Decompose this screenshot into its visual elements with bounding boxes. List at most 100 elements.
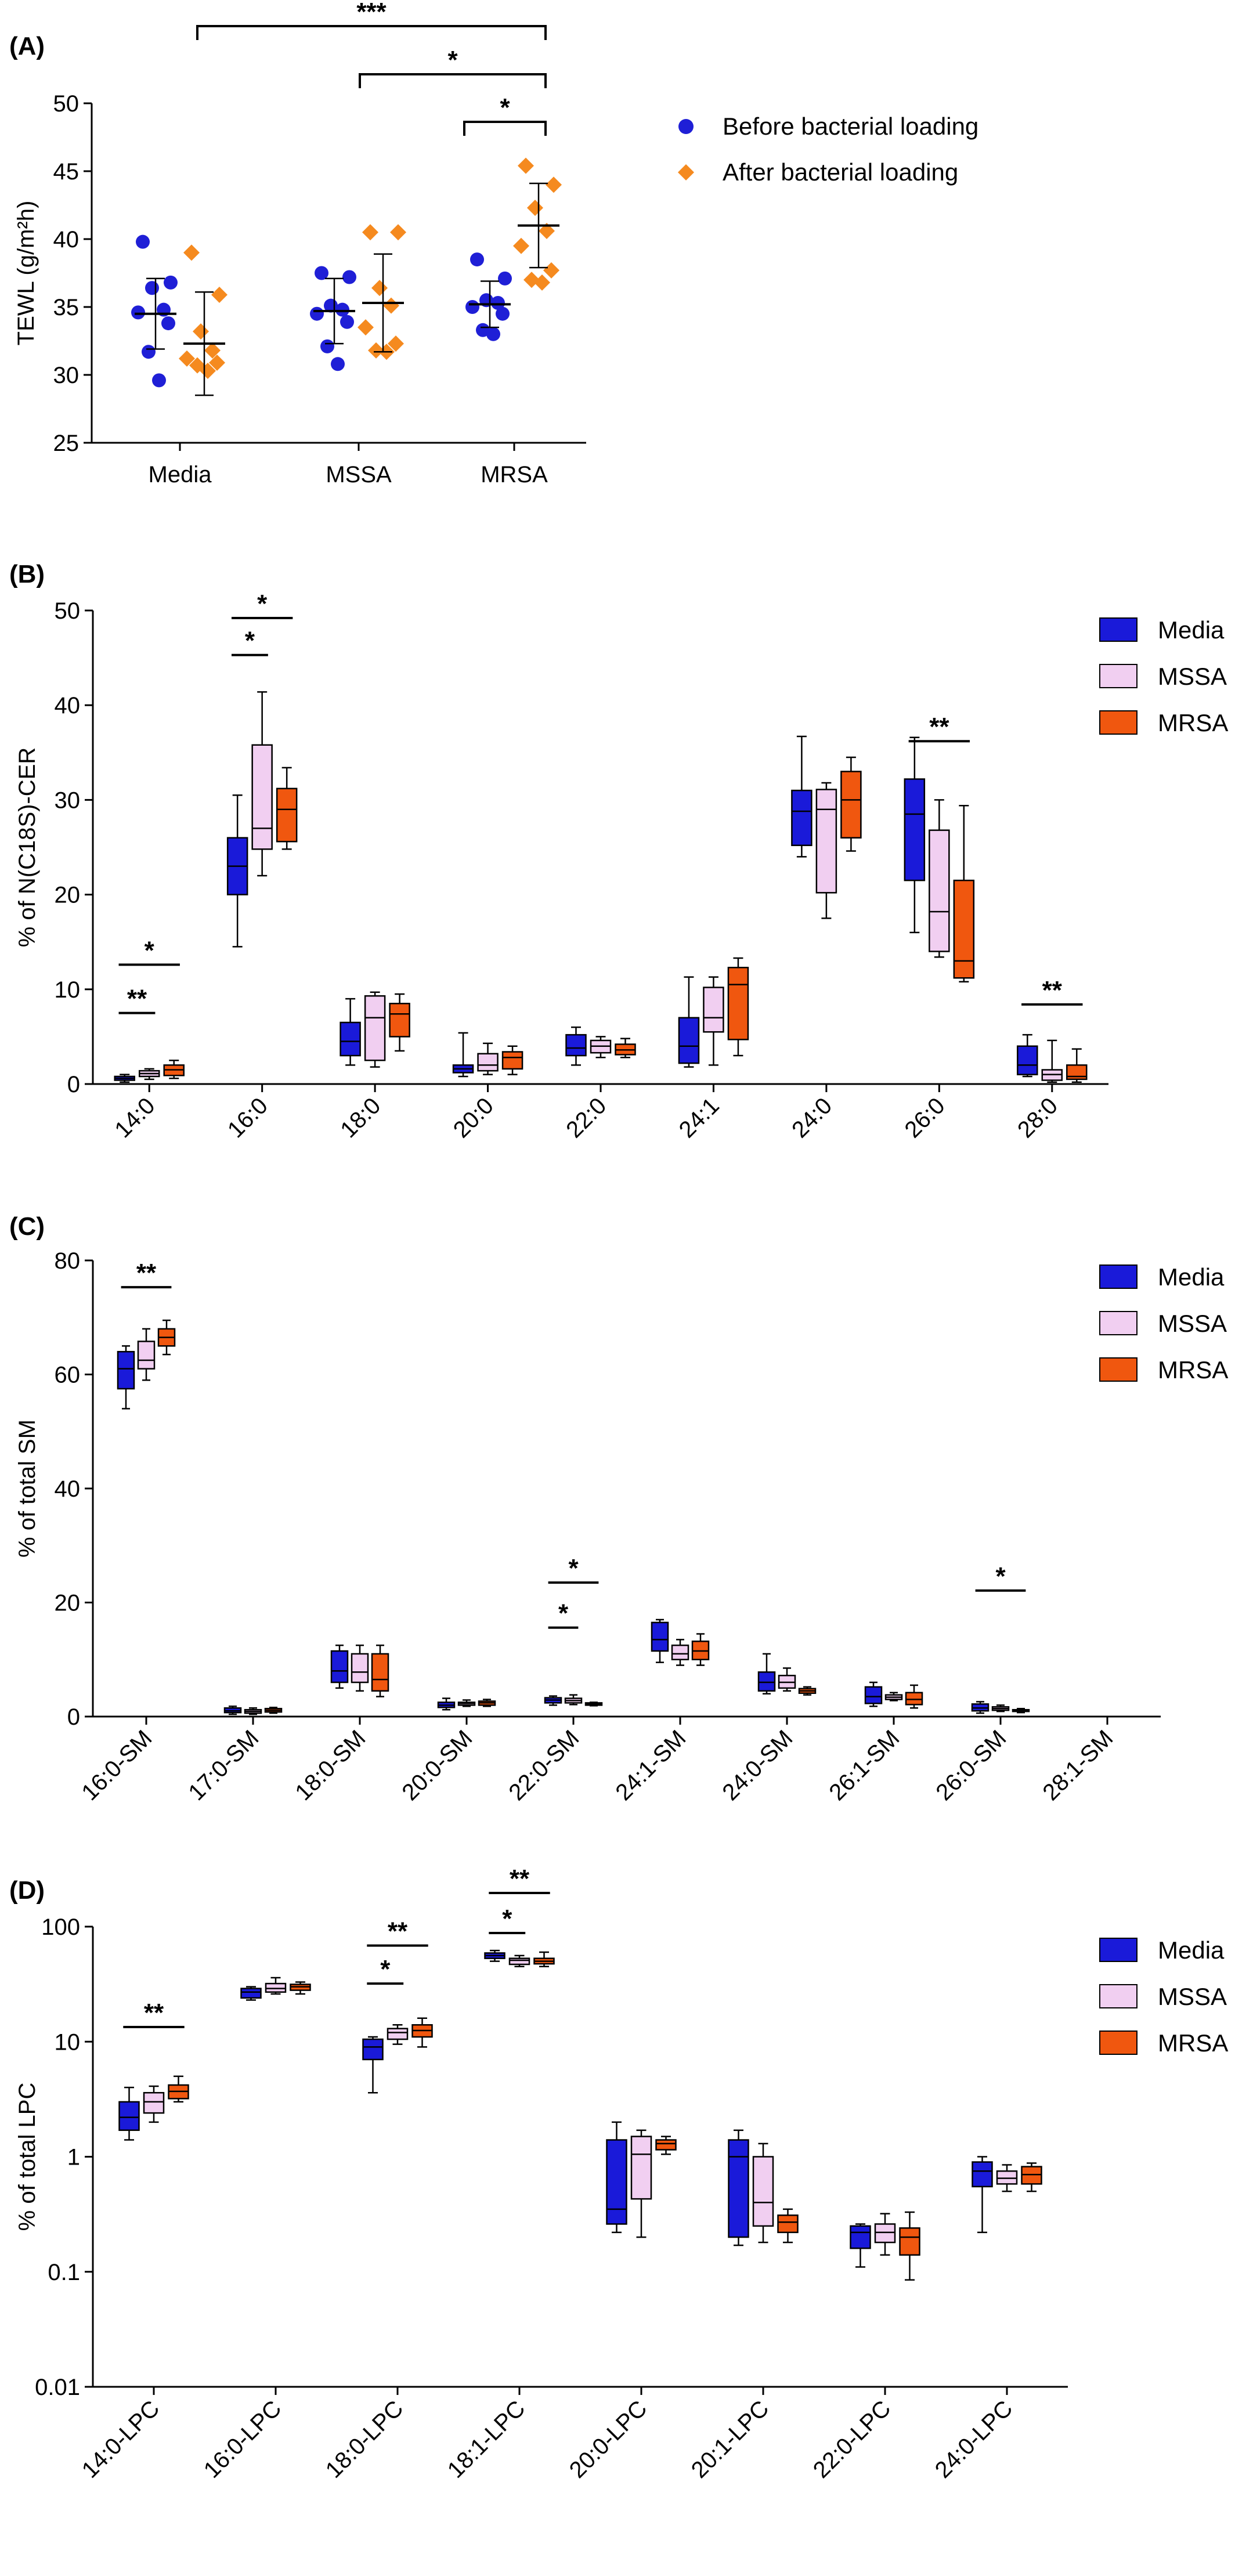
data-point-before bbox=[491, 295, 505, 310]
x-tick-label: 26:1-SM bbox=[824, 1725, 904, 1805]
data-point-before bbox=[340, 315, 354, 329]
y-tick-label: 40 bbox=[53, 227, 80, 252]
box-mrsa bbox=[840, 771, 862, 839]
significance-stars: ** bbox=[1042, 976, 1063, 1005]
legend-label-media: Media bbox=[1158, 616, 1225, 644]
significance-bracket bbox=[463, 121, 547, 136]
box-media bbox=[850, 2225, 871, 2249]
box-mssa bbox=[703, 987, 724, 1033]
box-mssa bbox=[387, 2028, 409, 2040]
data-point-before bbox=[161, 316, 175, 331]
x-tick-label: MRSA bbox=[481, 462, 548, 487]
y-tick-label: 45 bbox=[53, 159, 80, 185]
box-media bbox=[362, 2038, 384, 2061]
data-point-after bbox=[518, 157, 534, 174]
data-point-before bbox=[136, 234, 150, 249]
data-point-before bbox=[164, 275, 178, 290]
y-tick-label: 10 bbox=[55, 977, 81, 1003]
box-media bbox=[678, 1017, 700, 1064]
box-media bbox=[118, 2101, 140, 2131]
data-point-before bbox=[145, 281, 159, 295]
x-tick-label: 22:0 bbox=[561, 1093, 611, 1143]
data-point-before bbox=[342, 270, 356, 284]
data-point-before bbox=[496, 306, 510, 321]
box-mrsa bbox=[953, 879, 975, 979]
x-tick-label: 18:0 bbox=[335, 1093, 385, 1143]
significance-stars: * bbox=[447, 46, 458, 74]
significance-stars: ** bbox=[136, 1259, 157, 1287]
legend-swatch-mssa bbox=[1099, 1311, 1138, 1335]
box-mssa bbox=[874, 2223, 896, 2243]
y-axis-title: % of total SM bbox=[15, 1419, 40, 1558]
significance-stars: * bbox=[500, 93, 510, 122]
legend-marker-after bbox=[678, 164, 694, 180]
y-tick-label: 100 bbox=[41, 1914, 80, 1940]
data-point-after bbox=[179, 350, 195, 367]
box-media bbox=[728, 2139, 749, 2238]
x-tick-label: 28:1-SM bbox=[1038, 1725, 1118, 1805]
box-mrsa bbox=[727, 967, 749, 1040]
y-tick-label: 20 bbox=[55, 883, 81, 908]
y-tick-label: 0.1 bbox=[48, 2260, 80, 2285]
data-point-before bbox=[465, 300, 479, 314]
box-mssa bbox=[929, 829, 950, 952]
x-tick-label: 20:0-LPC bbox=[565, 2396, 652, 2483]
data-point-before bbox=[486, 327, 500, 341]
data-point-before bbox=[320, 339, 334, 353]
legend-swatch-mrsa bbox=[1099, 710, 1138, 735]
data-point-after bbox=[193, 323, 209, 340]
panel-letter-a: (A) bbox=[9, 32, 45, 60]
y-tick-label: 10 bbox=[55, 2029, 81, 2055]
box-mrsa bbox=[655, 2139, 677, 2151]
y-axis-title: % of N(C18S)-CER bbox=[15, 747, 40, 948]
box-mrsa bbox=[389, 1003, 410, 1038]
data-point-after bbox=[371, 280, 388, 297]
significance-stars: * bbox=[245, 627, 255, 655]
data-point-before bbox=[335, 302, 349, 317]
y-tick-label: 60 bbox=[55, 1363, 81, 1388]
data-point-before bbox=[331, 357, 345, 371]
data-point-after bbox=[211, 286, 228, 303]
legend-label-mrsa: MRSA bbox=[1158, 709, 1228, 736]
x-tick-label: 22:0-SM bbox=[504, 1725, 584, 1805]
y-tick-label: 35 bbox=[53, 295, 80, 320]
x-tick-label: 24:0 bbox=[787, 1093, 837, 1143]
data-point-before bbox=[142, 345, 156, 359]
box-mssa bbox=[143, 2091, 165, 2114]
box-media bbox=[565, 1034, 587, 1057]
box-media bbox=[117, 1350, 135, 1390]
significance-stars: ** bbox=[144, 1999, 164, 2027]
significance-stars: * bbox=[995, 1562, 1006, 1591]
box-mrsa bbox=[905, 1692, 923, 1706]
x-tick-label: 20:1-LPC bbox=[687, 2396, 774, 2483]
significance-bracket bbox=[359, 73, 547, 88]
legend-swatch-mrsa bbox=[1099, 2031, 1138, 2055]
legend-label-mrsa: MRSA bbox=[1158, 1356, 1228, 1383]
legend-marker-before bbox=[678, 119, 694, 134]
data-point-before bbox=[476, 323, 490, 337]
x-tick-label: 24:1 bbox=[674, 1093, 724, 1143]
data-point-after bbox=[209, 354, 225, 371]
box-mrsa bbox=[371, 1653, 389, 1692]
legend-label-mrsa: MRSA bbox=[1158, 2029, 1228, 2057]
data-point-after bbox=[539, 222, 555, 239]
significance-stars: ** bbox=[388, 1917, 408, 1946]
significance-stars: * bbox=[568, 1554, 579, 1583]
y-tick-label: 20 bbox=[55, 1591, 81, 1616]
legend-swatch-media bbox=[1099, 617, 1138, 642]
y-tick-label: 40 bbox=[55, 1476, 81, 1502]
legend-swatch-mssa bbox=[1099, 664, 1138, 688]
data-point-after bbox=[368, 342, 384, 359]
data-point-before bbox=[152, 373, 166, 388]
data-point-after bbox=[362, 224, 378, 241]
significance-stars: * bbox=[145, 936, 155, 964]
data-point-before bbox=[315, 266, 328, 280]
legend-label-media: Media bbox=[1158, 1263, 1225, 1291]
box-mrsa bbox=[501, 1051, 523, 1070]
legend-label-media: Media bbox=[1158, 1936, 1225, 1964]
panel-c-sphingomyelin: 0 20 40 60 80 % of total SM 16:0-SM 17:0-SM 18:0… bbox=[15, 1248, 1228, 1805]
y-tick-label: 25 bbox=[53, 431, 80, 456]
box-media bbox=[972, 2161, 993, 2188]
box-mssa bbox=[364, 995, 386, 1061]
